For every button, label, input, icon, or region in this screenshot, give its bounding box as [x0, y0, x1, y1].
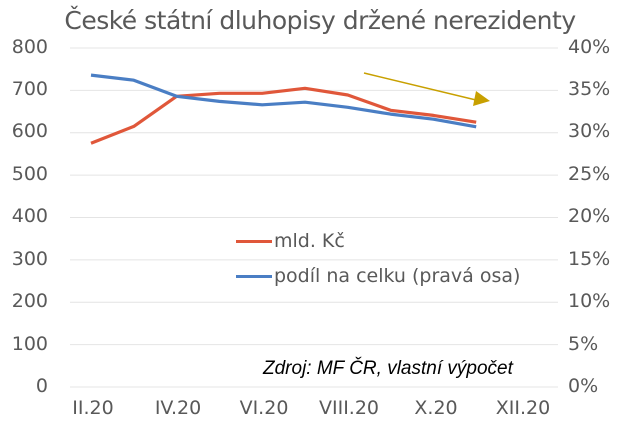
source-note: Zdroj: MF ČR, vlastní výpočet — [263, 358, 513, 379]
y-right-tick: 20% — [568, 205, 611, 227]
y-left-tick: 700 — [11, 78, 48, 100]
y-left-tick: 0 — [35, 375, 48, 397]
legend-item-podil: podíl na celku (pravá osa) — [236, 265, 520, 287]
x-tick: II.20 — [72, 397, 114, 419]
arrowhead-icon — [473, 91, 490, 106]
y-left-tick: 500 — [11, 163, 48, 185]
legend-item-mld-kc: mld. Kč — [236, 230, 345, 252]
y-left-tick: 100 — [11, 333, 48, 355]
y-right-tick: 40% — [568, 36, 611, 58]
series-line-podil — [90, 73, 477, 129]
x-tick: X.20 — [414, 397, 458, 419]
y-right-tick: 30% — [568, 120, 611, 142]
y-left-tick: 400 — [11, 205, 48, 227]
legend-label: mld. Kč — [274, 230, 345, 252]
y-right-tick: 0% — [568, 375, 599, 397]
trend-arrow-icon — [363, 72, 477, 101]
series-line-mld-kc — [90, 86, 477, 145]
y-right-tick: 35% — [568, 78, 611, 100]
legend-swatch-blue — [236, 274, 272, 278]
y-right-tick: 10% — [568, 290, 611, 312]
y-right-tick: 15% — [568, 248, 611, 270]
y-left-tick: 600 — [11, 120, 48, 142]
y-left-tick: 200 — [11, 290, 48, 312]
x-tick: XII.20 — [495, 397, 551, 419]
x-tick: VI.20 — [239, 397, 289, 419]
x-tick: VIII.20 — [318, 397, 380, 419]
chart-title: České státní dluhopisy držené nerezident… — [64, 6, 576, 35]
legend-label: podíl na celku (pravá osa) — [274, 265, 521, 287]
y-left-tick: 300 — [11, 248, 48, 270]
y-right-tick: 5% — [568, 333, 599, 355]
y-right-tick: 25% — [568, 163, 611, 185]
legend-swatch-red — [236, 239, 272, 243]
x-tick: IV.20 — [154, 397, 202, 419]
y-left-tick: 800 — [11, 36, 48, 58]
